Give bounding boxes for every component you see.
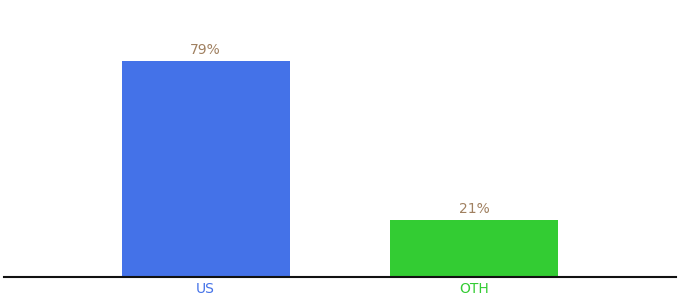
Text: 21%: 21%	[459, 202, 490, 216]
Bar	[122, 61, 290, 277]
Bar	[390, 220, 558, 277]
Text: 79%: 79%	[190, 44, 221, 57]
